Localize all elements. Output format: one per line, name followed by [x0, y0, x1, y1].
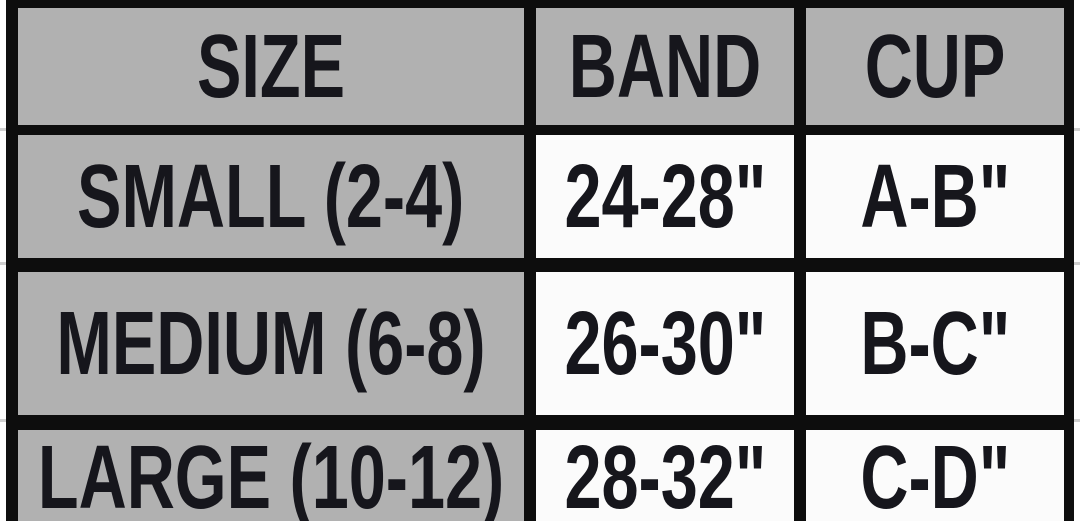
cell-large-cup-value: C-D" — [860, 427, 1010, 521]
header-label-cup: CUP — [864, 16, 1006, 117]
cell-small-size: SMALL (2-4) — [18, 135, 524, 258]
cell-small-band-value: 24-28" — [564, 146, 766, 247]
cell-large-band: 28-32" — [536, 430, 794, 521]
cell-small-band: 24-28" — [536, 135, 794, 258]
margin-gridline — [0, 262, 6, 265]
margin-gridline — [0, 419, 6, 422]
cell-large-size: LARGE (10-12) — [18, 430, 524, 521]
cell-large-size-label: LARGE (10-12) — [37, 427, 505, 521]
cell-small-cup: A-B" — [806, 135, 1064, 258]
cell-large-band-value: 28-32" — [564, 427, 766, 521]
cell-medium-band: 26-30" — [536, 272, 794, 415]
cell-small-size-label: SMALL (2-4) — [77, 146, 465, 247]
margin-gridline — [1074, 128, 1080, 131]
cell-medium-size-label: MEDIUM (6-8) — [56, 293, 486, 394]
header-cell-size: SIZE — [18, 8, 524, 125]
cell-medium-cup: B-C" — [806, 272, 1064, 415]
cell-large-cup: C-D" — [806, 430, 1064, 521]
margin-gridline — [1074, 419, 1080, 422]
header-cell-cup: CUP — [806, 8, 1064, 125]
header-cell-band: BAND — [536, 8, 794, 125]
margin-gridline — [0, 128, 6, 131]
header-label-size: SIZE — [196, 16, 346, 117]
margin-gridline — [1074, 262, 1080, 265]
cell-small-cup-value: A-B" — [860, 146, 1010, 247]
header-label-band: BAND — [568, 16, 762, 117]
cell-medium-size: MEDIUM (6-8) — [18, 272, 524, 415]
cell-medium-cup-value: B-C" — [860, 293, 1010, 394]
cell-medium-band-value: 26-30" — [564, 293, 766, 394]
size-chart-table: SIZE BAND CUP SMALL (2-4) 24-28" A-B" ME… — [6, 0, 1074, 521]
